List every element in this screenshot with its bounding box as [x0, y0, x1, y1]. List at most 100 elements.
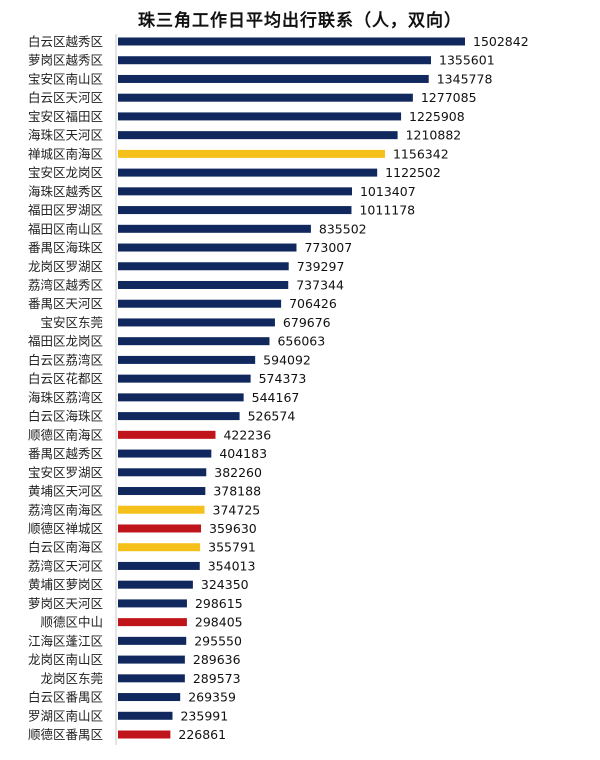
category-label: 宝安区东莞: [40, 315, 103, 330]
value-label: 226861: [178, 727, 226, 742]
value-label: 404183: [219, 446, 267, 461]
category-label: 龙岗区南山区: [28, 652, 103, 667]
category-label: 顺德区番禺区: [28, 727, 103, 742]
category-label: 萝岗区越秀区: [28, 53, 103, 68]
bar: [118, 131, 398, 140]
value-label: 835502: [319, 221, 367, 236]
value-label: 295550: [194, 633, 242, 648]
value-label: 739297: [297, 259, 345, 274]
bar: [118, 37, 465, 46]
category-label: 顺德区禅城区: [28, 521, 103, 536]
bar: [118, 711, 173, 720]
bar: [118, 374, 251, 383]
category-label: 宝安区龙岗区: [28, 165, 103, 180]
bar: [118, 243, 297, 252]
value-label: 1277085: [421, 90, 477, 105]
value-label: 679676: [283, 315, 331, 330]
value-label: 289636: [193, 652, 241, 667]
value-label: 1225908: [409, 109, 465, 124]
bar: [118, 468, 207, 477]
value-label: 737344: [296, 277, 344, 292]
value-label: 594092: [263, 352, 311, 367]
value-label: 526574: [248, 409, 296, 424]
bar: [118, 655, 185, 664]
category-label: 黄埔区萝岗区: [28, 577, 103, 592]
value-label: 298615: [195, 596, 243, 611]
category-label: 荔湾区南海区: [28, 502, 103, 517]
value-label: 656063: [277, 334, 325, 349]
category-label: 荔湾区天河区: [28, 558, 103, 573]
bar: [118, 599, 187, 608]
value-label: 773007: [304, 240, 352, 255]
category-label: 荔湾区越秀区: [28, 277, 103, 292]
value-label: 354013: [208, 558, 256, 573]
bar: [118, 730, 171, 739]
category-label: 顺德区南海区: [28, 427, 103, 442]
category-label: 海珠区天河区: [28, 128, 103, 143]
category-label: 白云区越秀区: [28, 34, 103, 49]
value-label: 544167: [252, 390, 300, 405]
value-label: 1013407: [360, 184, 416, 199]
value-label: 355791: [208, 540, 256, 555]
value-label: 1345778: [437, 71, 493, 86]
bar: [118, 112, 402, 121]
bar: [118, 430, 216, 439]
value-label: 359630: [209, 521, 257, 536]
bar: [118, 636, 187, 645]
bar: [118, 149, 385, 158]
category-label: 宝安区罗湖区: [28, 465, 103, 480]
bar: [118, 487, 206, 496]
value-label: 1156342: [393, 146, 449, 161]
category-label: 黄埔区天河区: [28, 484, 103, 499]
category-label: 宝安区南山区: [28, 71, 103, 86]
value-label: 382260: [214, 465, 262, 480]
category-label: 白云区荔湾区: [28, 352, 103, 367]
category-label: 白云区花都区: [28, 371, 103, 386]
bar: [118, 618, 187, 627]
value-label: 298405: [195, 615, 243, 630]
category-label: 江海区蓬江区: [28, 633, 103, 648]
bar: [118, 524, 202, 533]
value-label: 422236: [223, 427, 271, 442]
bar: [118, 561, 200, 570]
bar: [118, 580, 193, 589]
category-label: 白云区天河区: [28, 90, 103, 105]
category-label: 白云区番禺区: [28, 690, 103, 705]
category-label: 顺德区中山: [40, 615, 103, 630]
value-label: 235991: [180, 708, 228, 723]
category-label: 禅城区南海区: [28, 146, 103, 161]
category-label: 福田区罗湖区: [28, 203, 103, 218]
bars-layer: 白云区越秀区 1502842 萝岗区越秀区 1355601 宝安区南山区 1345778 白…: [28, 34, 529, 742]
bar: [118, 168, 378, 177]
category-label: 龙岗区罗湖区: [28, 259, 103, 274]
bar: [118, 674, 185, 683]
bar: [118, 543, 201, 552]
value-label: 1355601: [439, 53, 495, 68]
bar: [118, 318, 275, 327]
chart-title: 珠三角工作日平均出行联系（人，双向）: [138, 11, 462, 31]
value-label: 1502842: [473, 34, 529, 49]
bar: [118, 74, 429, 83]
bar: [118, 693, 181, 702]
bar: [118, 449, 212, 458]
value-label: 324350: [201, 577, 249, 592]
value-label: 289573: [193, 671, 241, 686]
category-label: 萝岗区天河区: [28, 596, 103, 611]
category-label: 罗湖区南山区: [28, 708, 103, 723]
value-label: 1122502: [385, 165, 441, 180]
category-label: 白云区南海区: [28, 540, 103, 555]
category-label: 福田区南山区: [28, 221, 103, 236]
category-label: 番禺区天河区: [28, 296, 103, 311]
bar: [118, 56, 432, 65]
bar: [118, 224, 311, 233]
value-label: 706426: [289, 296, 337, 311]
category-label: 番禺区海珠区: [28, 240, 103, 255]
bar: [118, 187, 352, 196]
category-label: 宝安区福田区: [28, 109, 103, 124]
bar: [118, 93, 413, 102]
value-label: 269359: [188, 690, 236, 705]
bar: [118, 355, 256, 364]
category-label: 番禺区越秀区: [28, 446, 103, 461]
bar: [118, 262, 289, 271]
